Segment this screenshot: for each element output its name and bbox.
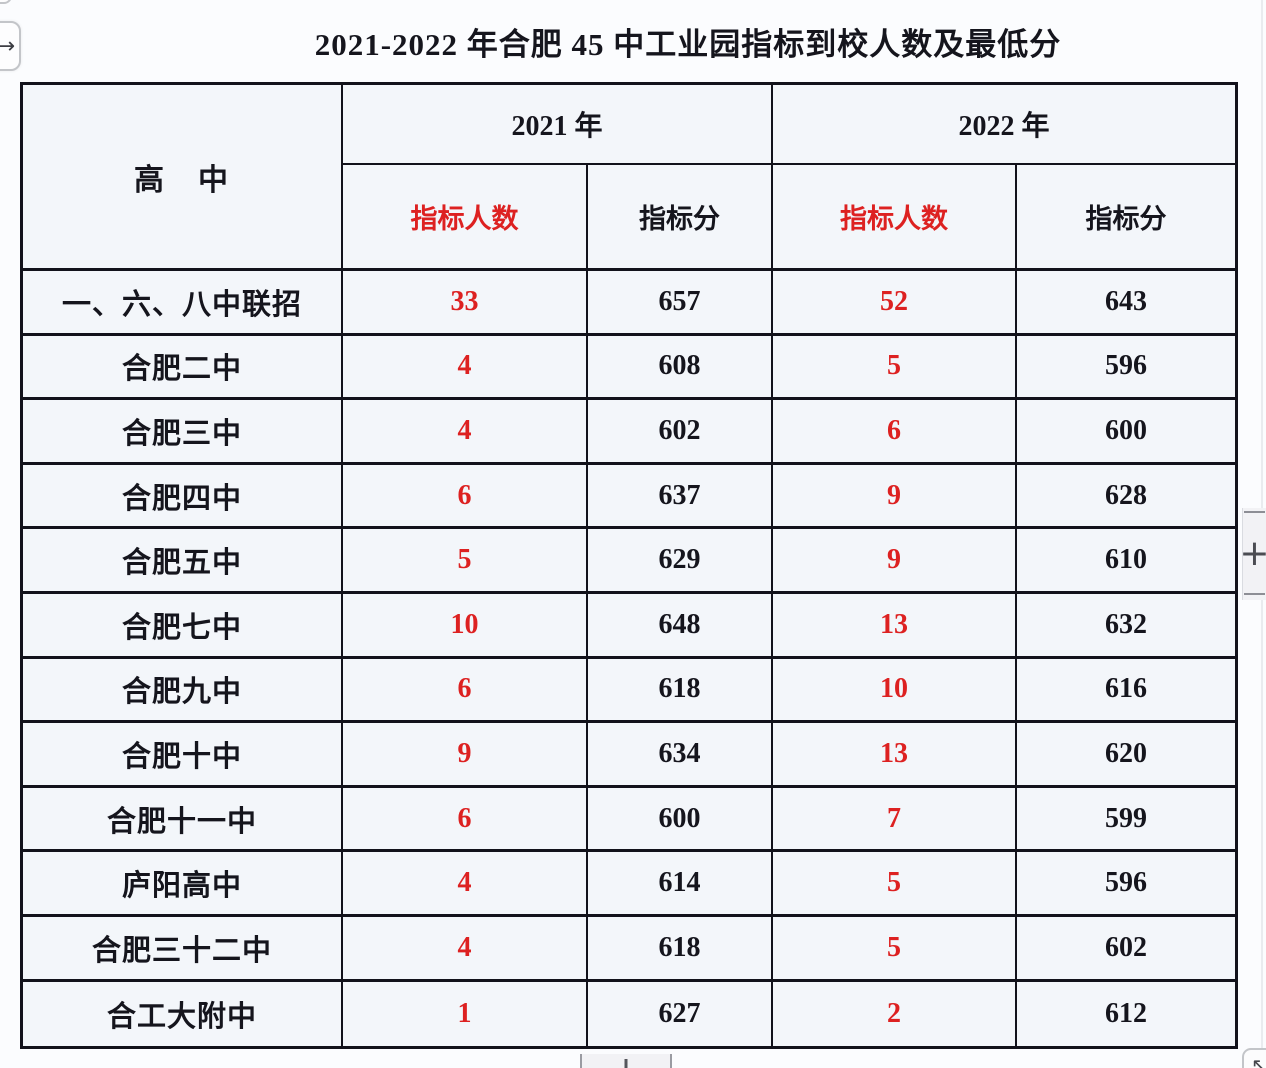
quota-score-2021-cell: 600: [588, 787, 773, 853]
school-name-cell: 合肥二中: [23, 335, 343, 401]
quota-score-2022-cell: 616: [1017, 658, 1235, 724]
quota-score-2022-cell: 620: [1017, 723, 1235, 788]
school-name-cell: 合肥三中: [23, 400, 343, 465]
quota-count-2021-cell: 4: [343, 916, 588, 982]
quota-score-2022-cell: 596: [1017, 335, 1235, 401]
school-name-cell: 合肥九中: [23, 658, 343, 724]
school-name-cell: 合肥三十二中: [23, 916, 343, 982]
header-school: 高 中: [23, 85, 343, 271]
quota-score-2021-cell: 614: [588, 852, 773, 917]
quota-count-2021-cell: 33: [343, 271, 588, 336]
quota-count-2022-cell: 52: [773, 271, 1017, 336]
school-name-cell: 庐阳高中: [23, 852, 343, 917]
quota-count-2022-cell: 10: [773, 658, 1017, 724]
quota-score-2021-cell: 618: [588, 916, 773, 982]
resize-corner-button[interactable]: ↖: [1242, 1048, 1266, 1068]
quota-count-2022-cell: 5: [773, 916, 1017, 982]
school-name-cell: 一、六、八中联招: [23, 271, 343, 336]
plus-icon: +: [1239, 533, 1266, 574]
page-title: 2021-2022 年合肥 45 中工业园指标到校人数及最低分: [314, 26, 1062, 62]
quota-score-2022-cell: 643: [1017, 271, 1235, 336]
quota-count-2021-cell: 4: [343, 400, 588, 465]
quota-score-2022-cell: 600: [1017, 400, 1235, 465]
quota-score-2022-cell: 628: [1017, 464, 1235, 530]
header-quota-score-2022: 指标分: [1017, 165, 1235, 271]
school-name-cell: 合肥十中: [23, 723, 343, 788]
quota-score-2021-cell: 648: [588, 593, 773, 659]
quota-count-2022-cell: 9: [773, 529, 1017, 594]
quota-score-2022-cell: 610: [1017, 529, 1235, 594]
header-year-2022: 2022 年: [773, 85, 1235, 165]
quota-count-2021-cell: 10: [343, 593, 588, 659]
header-year-2021: 2021 年: [343, 85, 773, 165]
quota-count-2022-cell: 2: [773, 981, 1017, 1047]
quota-score-2022-cell: 596: [1017, 852, 1235, 917]
quota-score-2021-cell: 634: [588, 723, 773, 788]
arrow-up-left-icon: ↖: [1251, 1053, 1266, 1068]
quota-score-2021-cell: 629: [588, 529, 773, 594]
header-quota-score-2021: 指标分: [588, 165, 773, 271]
quota-table: 高 中 2021 年 2022 年 指标人数 指标分 指标人数 指标分 一、六、…: [20, 82, 1238, 1050]
quota-score-2021-cell: 637: [588, 464, 773, 530]
school-name-cell: 合肥四中: [23, 464, 343, 530]
school-name-cell: 合肥十一中: [23, 787, 343, 853]
add-row-handle[interactable]: [580, 1054, 672, 1068]
header-quota-count-2022: 指标人数: [773, 165, 1017, 271]
quota-count-2022-cell: 13: [773, 593, 1017, 659]
quota-count-2021-cell: 4: [343, 335, 588, 401]
school-name-cell: 合工大附中: [23, 981, 343, 1047]
quota-count-2021-cell: 1: [343, 981, 588, 1047]
quota-count-2022-cell: 9: [773, 464, 1017, 530]
handle-bottom-dash: [1244, 593, 1265, 595]
quota-count-2021-cell: 6: [343, 464, 588, 530]
add-column-handle[interactable]: +: [1239, 508, 1266, 600]
quota-score-2022-cell: 602: [1017, 916, 1235, 982]
quota-score-2021-cell: 608: [588, 335, 773, 401]
header-quota-count-2021: 指标人数: [343, 165, 588, 271]
quota-count-2021-cell: 4: [343, 852, 588, 917]
quota-score-2022-cell: 612: [1017, 981, 1235, 1047]
plus-icon-partial: [624, 1059, 628, 1068]
quota-score-2022-cell: 632: [1017, 593, 1235, 659]
quota-score-2021-cell: 657: [588, 271, 773, 336]
quota-count-2022-cell: 7: [773, 787, 1017, 853]
school-name-cell: 合肥七中: [23, 593, 343, 659]
quota-count-2021-cell: 6: [343, 658, 588, 724]
quota-count-2021-cell: 6: [343, 787, 588, 853]
handle-top-dash: [1244, 511, 1265, 513]
quota-score-2022-cell: 599: [1017, 787, 1235, 853]
quota-score-2021-cell: 627: [588, 981, 773, 1047]
arrow-right-icon: →: [0, 33, 15, 59]
quota-count-2022-cell: 5: [773, 335, 1017, 401]
quota-count-2022-cell: 6: [773, 400, 1017, 465]
quota-score-2021-cell: 618: [588, 658, 773, 724]
partial-button-fragment: [0, 0, 12, 4]
school-name-cell: 合肥五中: [23, 529, 343, 594]
quota-count-2022-cell: 5: [773, 852, 1017, 917]
scroll-right-button[interactable]: →: [0, 21, 21, 71]
quota-score-2021-cell: 602: [588, 400, 773, 465]
quota-count-2021-cell: 5: [343, 529, 588, 594]
quota-count-2021-cell: 9: [343, 723, 588, 788]
quota-count-2022-cell: 13: [773, 723, 1017, 788]
